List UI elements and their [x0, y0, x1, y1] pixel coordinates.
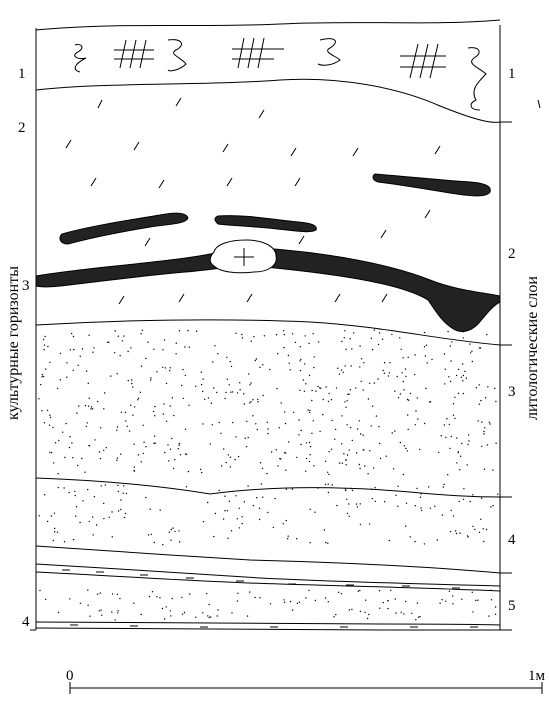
lithological-layer-label-2: 2	[508, 246, 516, 262]
topsoil-symbols	[74, 37, 487, 111]
lithological-layer-label-3: 3	[508, 384, 516, 400]
lithological-layer-label-4: 4	[508, 532, 516, 548]
lens-left	[59, 212, 189, 245]
left-axis-title: культурные горизонты	[5, 266, 22, 420]
boundary-4-lens-a	[35, 545, 501, 574]
cultural-horizon-label-1: 1	[18, 66, 26, 82]
cultural-horizon-label-4: 4	[22, 614, 30, 630]
lens-middle	[214, 215, 317, 233]
boundary-4-lens-b	[35, 563, 501, 587]
lithological-layer-label-1: 1	[508, 66, 516, 82]
stone-find	[209, 239, 277, 274]
boundary-1-2	[35, 78, 501, 123]
layer-boundary-ticks	[500, 121, 512, 631]
boundary-2-3	[35, 319, 501, 346]
right-margin-tick	[537, 99, 541, 109]
lens-right-upper	[372, 173, 491, 197]
lithological-layer-label-5: 5	[508, 598, 516, 614]
loam-hatch-marks	[65, 97, 441, 305]
boundary-5-top	[35, 571, 501, 592]
clay-dash-marks	[62, 569, 478, 628]
section-frame	[30, 19, 501, 631]
boundary-3-4	[35, 477, 501, 498]
scale-start-label: 0	[66, 668, 74, 684]
cultural-horizon-label-3: 3	[22, 278, 30, 294]
scale-bar	[69, 682, 543, 694]
cultural-horizon-label-2: 2	[18, 120, 26, 136]
boundary-5-bottom-b	[35, 627, 500, 631]
sand-stipple-pattern	[38, 329, 499, 621]
right-axis-title: литологические слои	[524, 276, 541, 420]
boundary-5-bottom-a	[35, 621, 501, 626]
layer-boundaries	[35, 78, 501, 631]
scale-end-label: 1м	[528, 668, 546, 684]
